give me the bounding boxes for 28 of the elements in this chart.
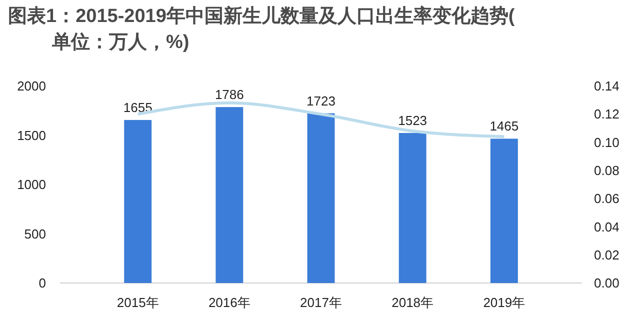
y-tick-label: 0 [38,276,46,291]
x-tick-label: 2015年 [116,295,159,310]
y2-tick-label: 0.04 [594,219,620,234]
y2-tick-label: 0.12 [594,106,620,122]
x-tick-label: 2016年 [208,295,250,310]
data-label: 1723 [306,93,336,108]
bar [124,120,152,283]
y2-tick-label: 0.06 [594,191,620,206]
data-label: 1786 [214,87,244,102]
data-label: 1523 [398,112,428,128]
y2-tick-label: 0.08 [594,162,620,178]
bar [490,138,518,283]
y2-tick-label: 0.00 [594,276,620,291]
data-label: 1465 [490,118,519,134]
y2-tick-label: 0.02 [594,247,620,262]
y-tick-label: 2000 [17,78,46,94]
y-tick-label: 1500 [17,128,46,143]
y2-tick-label: 0.10 [594,134,620,150]
y2-tick-label: 0.14 [594,78,620,94]
y-tick-label: 500 [24,226,46,242]
x-tick-label: 2017年 [300,295,342,310]
y-tick-label: 1000 [17,177,46,192]
x-tick-label: 2018年 [392,295,434,310]
bar [216,107,244,283]
bar [307,113,335,283]
chart-title: 图表1：2015-2019年中国新生儿数量及人口出生率变化趋势(单位：万人，%) [8,5,516,53]
x-tick-label: 2019年 [483,295,526,310]
bar [398,132,426,283]
